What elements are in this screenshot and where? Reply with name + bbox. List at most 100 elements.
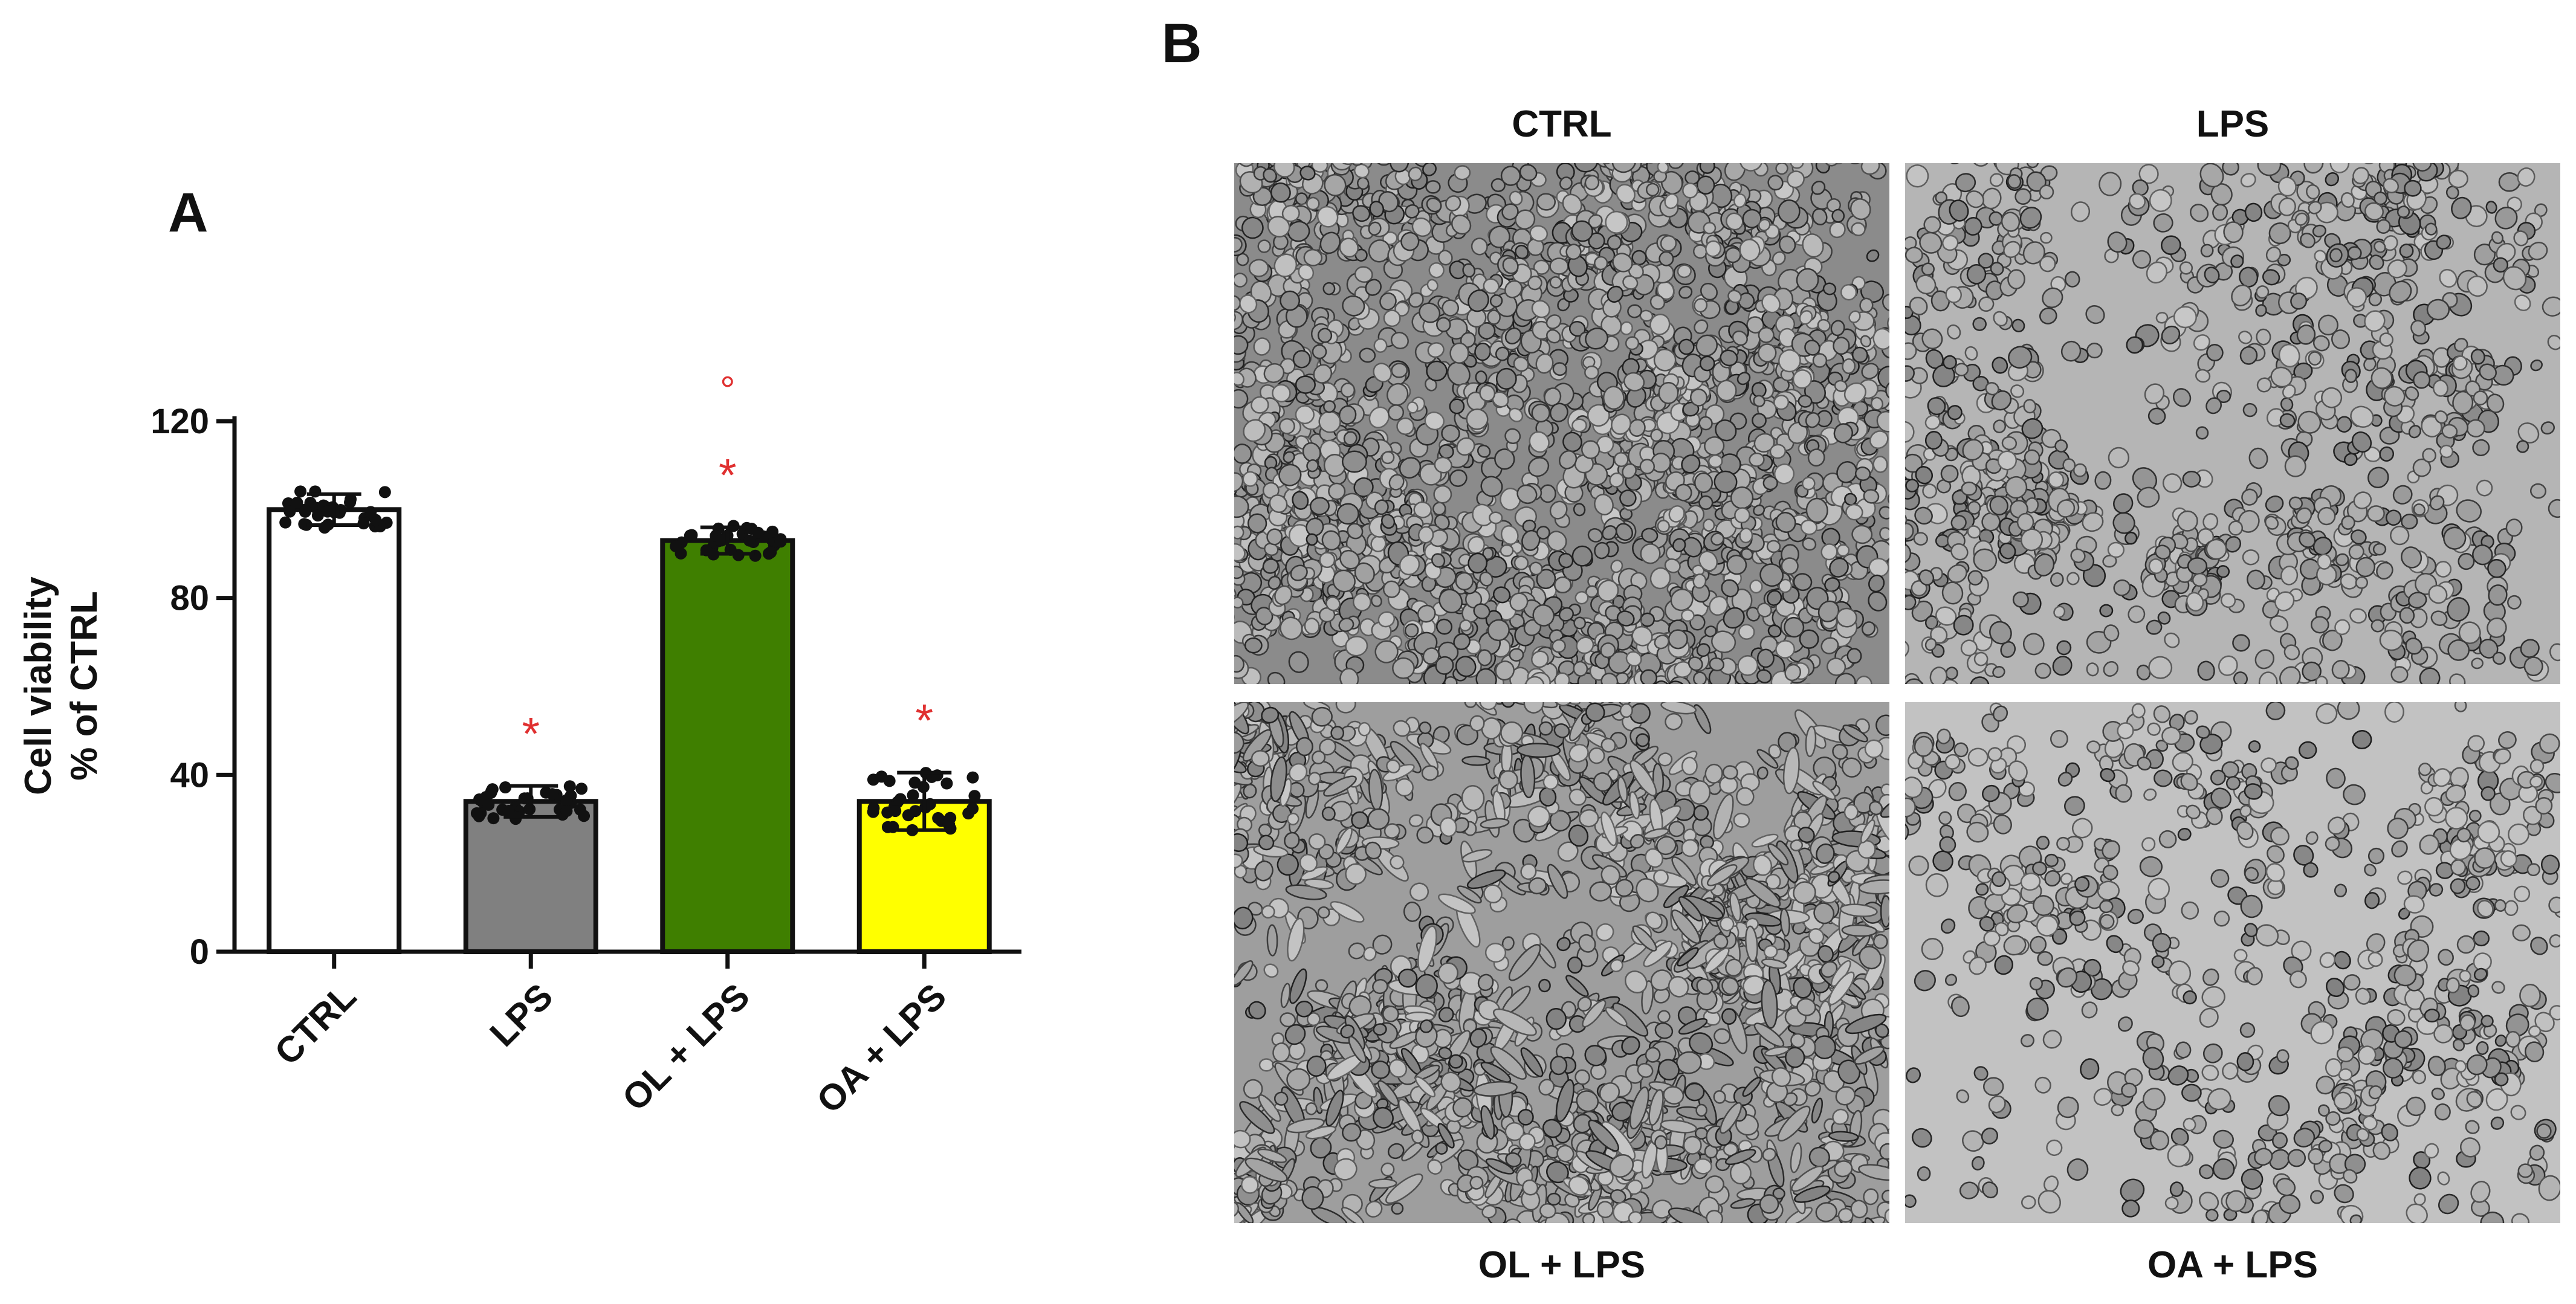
significance-star: *	[915, 696, 933, 747]
bar-ol-lps	[660, 538, 795, 954]
cell	[1234, 543, 1246, 562]
cell	[1370, 595, 1382, 607]
cell	[1547, 531, 1567, 552]
cell	[1425, 180, 1441, 194]
cell	[1495, 367, 1517, 390]
cell	[1244, 637, 1263, 654]
cell	[1753, 433, 1775, 453]
cell	[1921, 262, 1935, 276]
cell	[2317, 554, 2332, 570]
cell	[1253, 337, 1271, 356]
cell	[1391, 363, 1408, 378]
data-point	[344, 496, 357, 509]
cell	[1295, 405, 1315, 425]
cell	[1594, 256, 1608, 271]
data-point	[942, 818, 955, 830]
cell	[1767, 175, 1784, 191]
cell	[1436, 317, 1451, 332]
cell	[1240, 572, 1263, 594]
cell	[1494, 448, 1515, 470]
cell	[1811, 181, 1826, 195]
micrograph-canvas	[1234, 163, 1889, 684]
data-point	[715, 534, 728, 547]
cell	[1549, 276, 1562, 289]
cell	[1752, 413, 1767, 428]
cell	[1954, 363, 1969, 376]
cell	[1716, 379, 1737, 402]
cell	[1441, 424, 1460, 443]
cell	[1700, 282, 1718, 301]
cell	[2040, 231, 2053, 244]
cell	[1454, 165, 1471, 181]
cell	[1382, 231, 1398, 245]
cell	[1961, 481, 1978, 496]
cell	[1478, 322, 1496, 340]
cell	[2086, 343, 2103, 359]
cell	[1610, 560, 1623, 573]
cell	[2315, 676, 2328, 684]
cell	[1234, 482, 1237, 497]
cell	[1657, 163, 1669, 173]
cell	[2126, 336, 2144, 354]
cell	[1527, 457, 1550, 477]
cell	[2390, 666, 2409, 683]
data-point	[765, 546, 777, 558]
cell	[1739, 163, 1763, 172]
micrograph-label: CTRL	[1512, 103, 1612, 145]
cell	[1698, 495, 1714, 510]
cell	[1317, 328, 1333, 343]
cell	[1715, 419, 1737, 442]
data-point	[502, 805, 515, 818]
data-point	[894, 793, 907, 805]
cell	[1500, 544, 1514, 557]
cell	[1347, 523, 1364, 540]
micrograph-canvas	[1234, 702, 1889, 1223]
cell	[1573, 616, 1587, 630]
cell	[2016, 512, 2034, 532]
cell	[1640, 543, 1661, 564]
data-point	[482, 798, 495, 811]
data-point	[294, 485, 307, 498]
cell	[1422, 163, 1437, 176]
cell	[1509, 190, 1523, 206]
cell	[1477, 649, 1492, 667]
cell	[1584, 175, 1600, 190]
data-point	[575, 783, 588, 795]
cell	[1374, 163, 1394, 166]
cell	[1468, 535, 1485, 554]
data-point	[966, 802, 979, 815]
cell	[1515, 209, 1536, 230]
cell	[1790, 163, 1804, 169]
cell	[1552, 362, 1567, 376]
cell	[1872, 456, 1888, 473]
micrograph-label: OL + LPS	[1478, 1244, 1646, 1286]
cell	[1846, 648, 1862, 664]
data-point	[563, 780, 576, 793]
cell	[1616, 184, 1636, 204]
cell	[1694, 319, 1709, 334]
cell	[1258, 1058, 1274, 1072]
data-point	[743, 534, 756, 547]
cell	[1588, 747, 1605, 764]
cell	[1762, 476, 1778, 491]
cell	[1234, 335, 1249, 355]
cell	[1567, 956, 1583, 974]
micrograph-image	[1234, 163, 1889, 684]
cell	[1711, 630, 1736, 653]
x-tick-label: LPS	[482, 976, 561, 1054]
cell	[1860, 163, 1880, 175]
cell	[1234, 566, 1244, 579]
cell	[1322, 282, 1336, 295]
cell	[1732, 330, 1748, 346]
cell	[1234, 273, 1248, 288]
data-point	[685, 529, 698, 541]
cell	[1649, 567, 1671, 590]
cell	[1558, 552, 1574, 569]
cell	[1822, 282, 1837, 295]
data-point	[560, 805, 573, 818]
cell	[2242, 549, 2260, 566]
cell	[1263, 363, 1285, 383]
x-tick-label: OL + LPS	[615, 976, 757, 1118]
cell	[2498, 172, 2520, 192]
